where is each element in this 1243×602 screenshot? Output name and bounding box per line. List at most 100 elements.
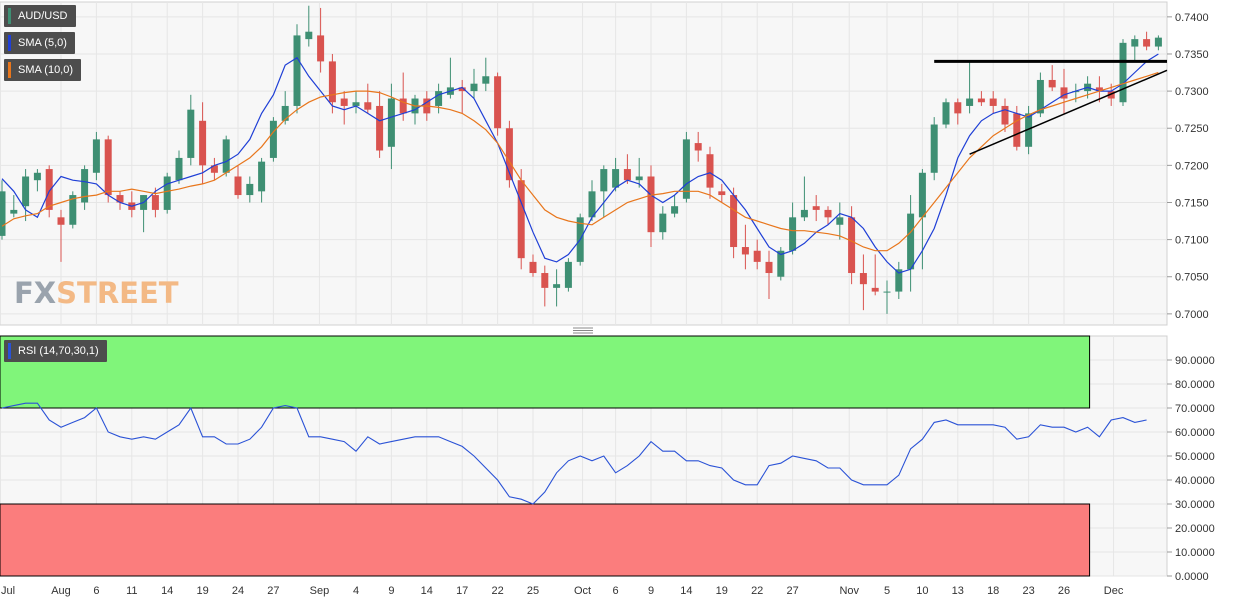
rsi-path [1,402,1147,505]
candle-body [588,191,596,218]
price-tick-label: 0.7200 [1175,160,1209,172]
candle-body [222,139,230,173]
candle-body [600,169,608,192]
candle [1025,105,1033,155]
price-tick-label: 0.7400 [1175,12,1209,24]
candle [718,183,726,203]
candle [92,131,100,181]
legend-sma5-label: SMA (5,0) [18,37,67,49]
x-tick-label: 4 [353,585,359,597]
x-tick-label: 22 [751,585,763,597]
candle-body [753,250,761,262]
candle [529,254,537,277]
sma5-swatch [8,35,11,51]
candle [234,165,242,199]
candle [942,98,950,129]
price-tick-label: 0.7050 [1175,272,1209,284]
x-tick-label: 22 [491,585,503,597]
candle-body [151,195,159,210]
candle-body [246,183,254,196]
candle-body [694,143,702,151]
x-tick-label: 6 [93,585,99,597]
candle-body [258,161,266,192]
price-smas [1,53,1159,274]
candle [482,57,490,92]
candle [1001,98,1009,132]
candle-body [305,31,313,40]
x-tick-label: 25 [527,585,539,597]
candle [116,191,124,210]
x-tick-label: 24 [232,585,244,597]
candle [328,53,336,114]
x-tick-label: 19 [196,585,208,597]
candle-body [494,76,502,129]
candle [258,157,266,203]
candle [151,187,159,218]
candle-body [45,169,53,210]
candle-body [942,102,950,125]
candle-body [470,83,478,92]
candle [612,157,620,192]
candle [918,169,926,270]
candle-body [883,291,891,293]
candle [1143,31,1151,51]
x-tick-label: 19 [716,585,728,597]
x-tick-label: 9 [388,585,394,597]
candle [741,224,749,270]
candle-body [505,128,513,181]
candle [730,187,738,259]
x-axis: Jul Aug 6 11 14 19 24 27 Sep 4 9 14 17 22 25 Oct 6 9 14 19 2… [1,585,1124,597]
candle [1131,35,1139,62]
rsi-tick-label: 30.0000 [1175,499,1215,511]
candle [505,120,513,188]
legend-sma5[interactable]: SMA (5,0) [4,32,75,54]
candle-body [1154,37,1162,47]
x-tick-label: 10 [916,585,928,597]
rsi-tick-label: 40.0000 [1175,475,1215,487]
legend-rsi[interactable]: RSI (14,70,30,1) [4,340,107,362]
candle-body [930,124,938,173]
candle-body [328,61,336,103]
candle [659,206,667,240]
candle [1119,39,1127,106]
candle-body [966,98,974,106]
candle [187,94,195,166]
candle [647,165,655,248]
candle-body [517,180,525,259]
candle [682,131,690,203]
candle-body [364,102,372,110]
candle-body [553,284,561,288]
candle [1060,68,1068,114]
candle [163,172,171,214]
candle-body [187,109,195,158]
legend-symbol[interactable]: AUD/USD [4,5,76,27]
candle-body [175,157,183,181]
x-tick-label: Dec [1104,585,1124,597]
candle-body [730,195,738,248]
panel-splitter[interactable] [573,327,593,334]
candle [671,195,679,218]
candle-body [22,176,30,207]
candle [246,176,254,203]
candle [57,209,65,262]
x-tick-label: 23 [1022,585,1034,597]
candle-body [92,139,100,173]
x-tick-label: Jul [1,585,15,597]
rsi-tick-label: 50.0000 [1175,451,1215,463]
support-trendline [969,69,1168,155]
candle-body [57,217,65,225]
candle-body [269,120,277,158]
candle-body [706,154,714,188]
candle-body [907,213,915,270]
candle [836,202,844,240]
rsi-oversold-zone [0,503,1091,577]
candle-body [848,217,856,274]
candle [694,131,702,162]
candle [812,195,820,222]
legend-sma10[interactable]: SMA (10,0) [4,59,82,81]
candle-body [1060,87,1068,99]
candle [175,150,183,184]
candle-body [859,273,867,285]
rsi-tick-label: 60.0000 [1175,427,1215,439]
